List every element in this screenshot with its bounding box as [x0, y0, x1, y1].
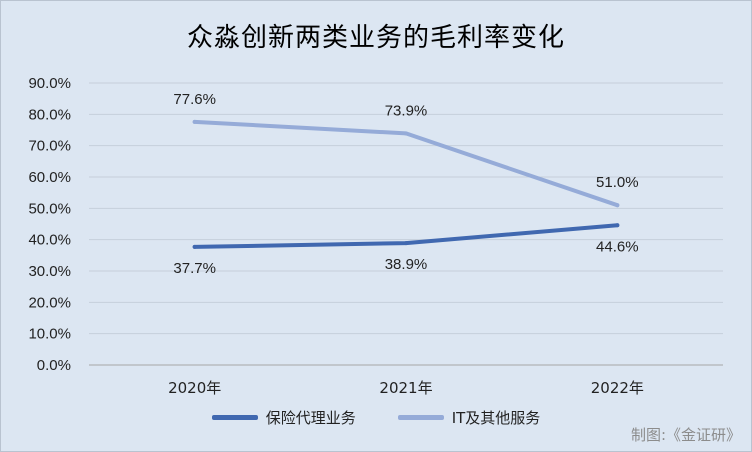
data-label: 37.7% [173, 260, 216, 277]
data-label: 73.9% [385, 102, 428, 119]
y-tick-label: 70.0% [28, 138, 71, 155]
y-tick-label: 20.0% [28, 294, 71, 311]
legend-swatch [211, 415, 258, 420]
legend-item-series-2: IT及其他服务 [397, 407, 541, 428]
data-point [615, 223, 620, 228]
y-tick-label: 60.0% [28, 169, 71, 186]
chart-title: 众淼创新两类业务的毛利率变化 [186, 23, 565, 53]
data-label: 44.6% [596, 238, 639, 255]
x-tick-label: 2022年 [591, 379, 644, 397]
data-point [404, 241, 408, 246]
y-tick-label: 50.0% [28, 200, 71, 217]
data-label: 38.9% [385, 256, 428, 273]
data-point [192, 119, 197, 124]
data-label: 77.6% [173, 91, 216, 108]
legend-item-series-1: 保险代理业务 [211, 407, 356, 428]
source-credit: 制图:《金证研》 [630, 426, 741, 444]
data-point [404, 131, 408, 136]
legend: 保险代理业务 IT及其他服务 [1, 407, 751, 428]
data-point [192, 244, 197, 249]
plot-area: 0.0% 10.0% 20.0% 30.0% 40.0% 50.0% 60.0% 70.0% 8… [28, 75, 723, 397]
legend-label: IT及其他服务 [451, 409, 541, 427]
y-tick-label: 10.0% [28, 326, 71, 343]
data-point [615, 203, 620, 208]
x-tick-label: 2020年 [168, 379, 221, 397]
y-tick-label: 80.0% [28, 106, 71, 123]
y-tick-label: 90.0% [28, 75, 71, 92]
legend-swatch [397, 415, 444, 420]
y-tick-label: 0.0% [37, 357, 71, 374]
y-tick-label: 40.0% [28, 232, 71, 249]
legend-label: 保险代理业务 [265, 409, 356, 427]
data-label: 51.0% [596, 174, 639, 191]
y-tick-label: 30.0% [28, 263, 71, 280]
x-tick-label: 2021年 [379, 379, 432, 397]
